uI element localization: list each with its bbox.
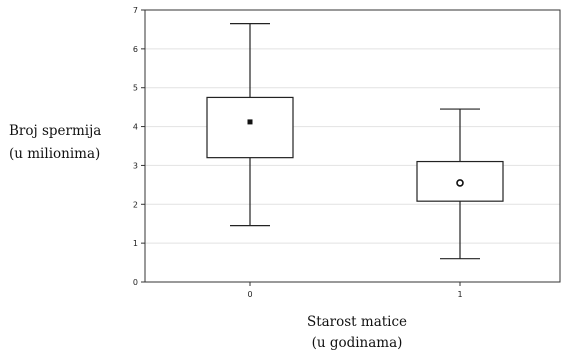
plot-frame xyxy=(144,9,561,283)
iqr-box xyxy=(206,96,294,159)
y-axis-title-line-2: (u milionima) xyxy=(9,146,100,162)
y-axis-ticks: 0 1 2 3 4 5 6 7 xyxy=(133,6,145,287)
median-marker xyxy=(247,119,253,125)
x-axis-title-line-2: (u godinama) xyxy=(312,335,403,351)
median-marker xyxy=(456,179,464,187)
boxes xyxy=(206,23,504,260)
box-group-1 xyxy=(416,108,504,260)
y-tick-label: 4 xyxy=(133,123,138,132)
y-tick-label: 0 xyxy=(133,278,138,287)
y-axis-title-line-1: Broj spermija xyxy=(9,123,101,139)
y-tick-label: 2 xyxy=(133,200,138,209)
y-tick-label: 1 xyxy=(133,239,138,248)
x-tick-label: 0 xyxy=(247,290,252,299)
y-tick-label: 7 xyxy=(133,6,138,15)
y-tick-label: 5 xyxy=(133,84,138,93)
y-tick-label: 3 xyxy=(133,161,138,170)
box-group-0 xyxy=(206,23,294,227)
x-tick-label: 1 xyxy=(457,290,462,299)
y-tick-label: 6 xyxy=(133,45,138,54)
x-axis-title-line-1: Starost matice xyxy=(307,314,407,330)
